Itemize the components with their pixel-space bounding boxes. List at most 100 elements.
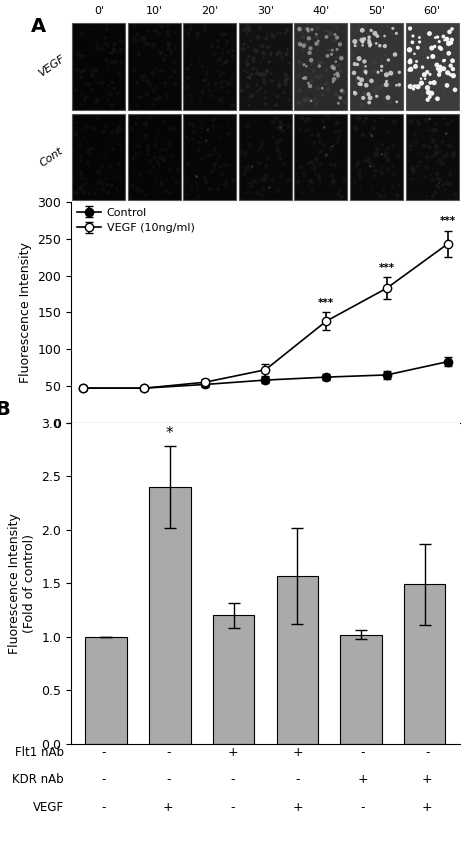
Point	[74, 47, 82, 61]
Point	[335, 58, 342, 72]
Point	[105, 79, 112, 92]
Point	[446, 60, 453, 74]
Point	[262, 91, 269, 104]
Point	[366, 159, 374, 173]
Legend: Control, VEGF (10ng/ml): Control, VEGF (10ng/ml)	[77, 208, 194, 233]
Point	[367, 24, 375, 38]
Point	[219, 95, 227, 109]
Point	[265, 180, 273, 194]
Point	[378, 55, 386, 68]
Point	[72, 116, 80, 130]
Point	[389, 114, 397, 127]
Point	[333, 134, 341, 148]
Point	[184, 62, 191, 75]
Point	[442, 38, 450, 52]
Point	[331, 33, 339, 47]
Point	[206, 91, 213, 104]
Point	[132, 147, 140, 161]
Point	[245, 50, 253, 63]
Point	[151, 150, 159, 164]
Point	[285, 56, 292, 70]
Point	[72, 84, 79, 97]
Point	[383, 68, 390, 81]
Point	[207, 37, 214, 50]
Point	[416, 155, 423, 168]
Point	[214, 40, 222, 54]
Text: KDR nAb: KDR nAb	[12, 773, 64, 787]
Point	[130, 163, 138, 177]
Point	[253, 44, 261, 58]
Point	[111, 170, 118, 184]
Point	[171, 64, 179, 78]
Point	[337, 190, 345, 203]
Point	[440, 96, 448, 109]
Point	[152, 23, 160, 37]
Point	[190, 120, 198, 133]
Point	[440, 83, 448, 97]
Point	[273, 90, 281, 103]
Point	[378, 53, 385, 67]
Point	[374, 148, 381, 162]
Point	[112, 55, 119, 68]
Point	[319, 81, 326, 95]
Point	[158, 176, 165, 190]
Point	[308, 24, 315, 38]
Point	[433, 81, 441, 95]
Point	[333, 67, 341, 80]
Point	[314, 21, 321, 35]
Point	[215, 65, 222, 79]
Point	[356, 52, 363, 66]
Point	[267, 48, 274, 62]
Point	[350, 66, 358, 80]
Point	[228, 32, 236, 46]
Point	[438, 31, 446, 44]
Point	[155, 122, 163, 136]
Point	[428, 150, 436, 163]
Point	[95, 189, 103, 203]
Point	[103, 171, 110, 185]
Point	[142, 110, 149, 124]
Point	[362, 111, 370, 125]
Bar	[239, 114, 292, 200]
Point	[188, 133, 196, 146]
Point	[273, 121, 281, 134]
Point	[356, 163, 364, 177]
Point	[357, 78, 365, 91]
Point	[133, 91, 141, 104]
Point	[188, 20, 195, 33]
Point	[384, 21, 392, 34]
Point	[297, 161, 305, 174]
Point	[324, 110, 331, 124]
Point	[365, 154, 373, 168]
Point	[354, 57, 361, 71]
Point	[373, 37, 380, 50]
Point	[422, 113, 429, 127]
Text: -: -	[166, 773, 171, 787]
Point	[326, 27, 334, 41]
Point	[282, 74, 289, 87]
Point	[193, 180, 201, 193]
Point	[183, 160, 191, 174]
Point	[275, 146, 283, 160]
Point	[425, 86, 432, 99]
Point	[367, 38, 374, 51]
Point	[138, 71, 146, 85]
Point	[264, 40, 272, 54]
Point	[212, 141, 219, 155]
Point	[358, 23, 366, 37]
Point	[314, 127, 322, 141]
Point	[161, 76, 169, 90]
Point	[376, 82, 383, 96]
Point	[438, 42, 445, 56]
Point	[167, 186, 174, 199]
Point	[365, 31, 373, 44]
Point	[382, 39, 389, 53]
Point	[146, 79, 154, 92]
Point	[73, 186, 80, 200]
Point	[185, 27, 192, 40]
Text: -: -	[425, 746, 429, 759]
Point	[229, 98, 237, 112]
Point	[90, 64, 97, 78]
Point	[382, 48, 389, 62]
Point	[209, 113, 216, 127]
